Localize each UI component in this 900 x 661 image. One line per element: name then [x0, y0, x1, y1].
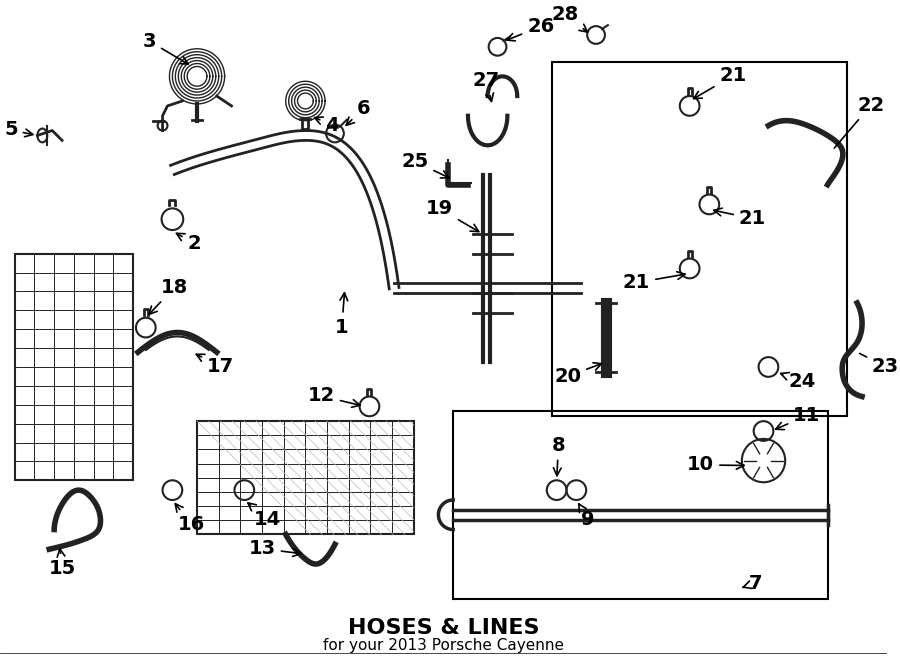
Text: 20: 20 [554, 363, 601, 386]
Text: 11: 11 [776, 406, 820, 430]
Bar [197, 421, 414, 535]
Text: 27: 27 [472, 71, 500, 101]
Text: 21: 21 [714, 208, 766, 228]
Text: 15: 15 [50, 549, 76, 578]
Text: 6: 6 [346, 98, 370, 126]
Text: 8: 8 [552, 436, 565, 476]
Bar [14, 254, 133, 481]
Text: 13: 13 [248, 539, 301, 558]
Text: 5: 5 [4, 120, 33, 139]
Text: 3: 3 [143, 32, 188, 64]
Text: 2: 2 [176, 233, 201, 253]
Text: HOSES & LINES: HOSES & LINES [347, 618, 539, 638]
Text: 19: 19 [426, 199, 479, 231]
Text: 1: 1 [335, 293, 348, 336]
Text: 17: 17 [196, 354, 234, 376]
Bar [454, 411, 828, 598]
Text: 26: 26 [507, 17, 554, 41]
Text: 21: 21 [623, 272, 685, 292]
Text: 21: 21 [694, 66, 746, 98]
Text: 7: 7 [742, 574, 762, 593]
Text: 23: 23 [860, 354, 899, 376]
Text: 16: 16 [176, 504, 204, 533]
Text: 22: 22 [834, 96, 885, 148]
Text: 9: 9 [579, 504, 595, 529]
Text: 24: 24 [780, 371, 815, 391]
Text: 28: 28 [552, 5, 588, 32]
Text: 18: 18 [149, 278, 188, 315]
Text: 14: 14 [248, 503, 282, 529]
Text: 10: 10 [688, 455, 744, 475]
Text: 25: 25 [401, 152, 449, 178]
Text: 4: 4 [315, 116, 338, 135]
Bar [552, 61, 847, 416]
Text: 12: 12 [308, 387, 360, 407]
Text: for your 2013 Porsche Cayenne: for your 2013 Porsche Cayenne [323, 639, 563, 653]
